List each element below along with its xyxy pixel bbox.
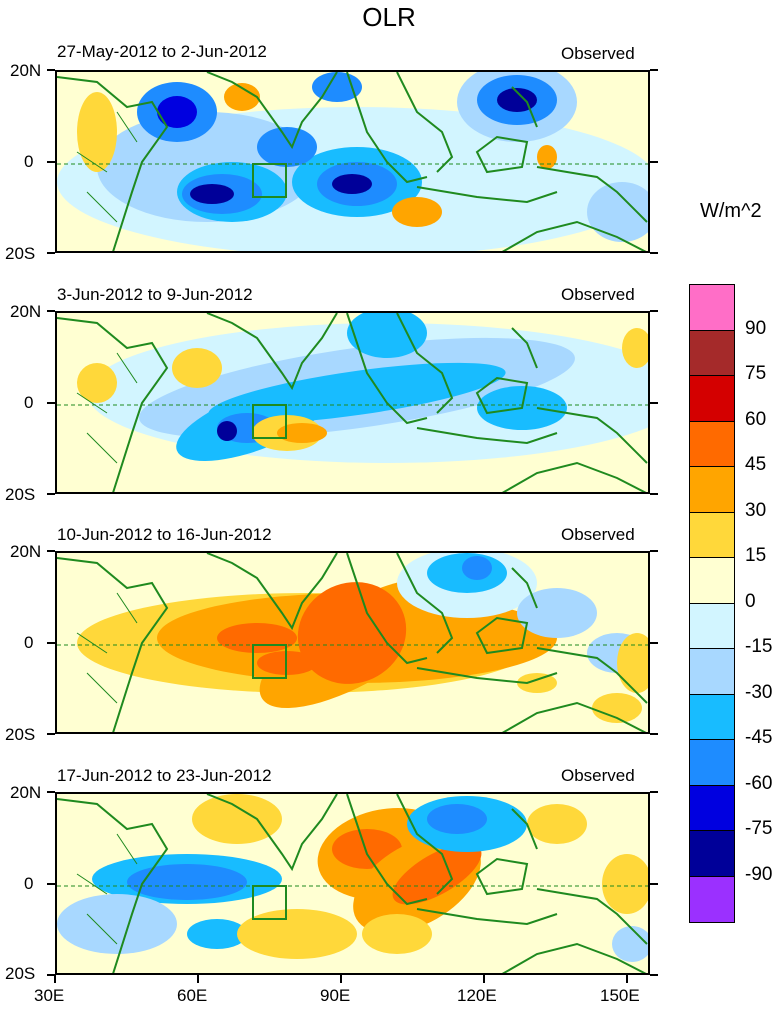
colorbar-label: -60: [745, 772, 773, 794]
panel-1-lat-0: 0: [24, 152, 34, 171]
colorbar-box: [690, 649, 734, 695]
panel-1-field: [57, 72, 648, 251]
colorbar-label: 45: [745, 454, 767, 475]
lon-label-90e: 90E: [320, 986, 351, 1005]
colorbar-label: -30: [745, 681, 773, 703]
lon-tick: [626, 975, 628, 983]
colorbar: [689, 284, 735, 923]
panel-3-lat-20n: 20N: [10, 542, 42, 561]
panel-4-tag: Observed: [561, 766, 635, 785]
panel-2-map: [55, 311, 650, 494]
colorbar-label: 90: [745, 317, 767, 339]
panel-4-date: 17-Jun-2012 to 23-Jun-2012: [57, 766, 272, 785]
lat-tick: [650, 642, 658, 644]
lat-tick: [47, 402, 55, 404]
figure-title: OLR: [362, 2, 416, 32]
lat-tick: [650, 69, 658, 71]
lat-tick: [47, 733, 55, 735]
panel-3-lat-0: 0: [24, 633, 34, 652]
colorbar-box: [690, 603, 734, 649]
colorbar-box: [690, 376, 734, 422]
lon-label-30e: 30E: [34, 986, 65, 1005]
colorbar-label: 30: [745, 499, 767, 521]
lon-tick: [483, 975, 485, 983]
colorbar-label: 15: [745, 545, 767, 566]
panel-4-field: [57, 794, 648, 973]
colorbar-box: [690, 421, 734, 467]
colorbar-box: [690, 876, 734, 922]
colorbar-label: 75: [745, 363, 767, 384]
panel-3-date: 10-Jun-2012 to 16-Jun-2012: [57, 525, 272, 544]
panel-2-field: [57, 313, 648, 492]
colorbar-label: -15: [745, 636, 773, 657]
panel-4-lat-20s: 20S: [5, 964, 36, 983]
lat-tick: [47, 642, 55, 644]
lon-tick: [54, 975, 56, 983]
lat-tick: [47, 883, 55, 885]
panel-2-date: 3-Jun-2012 to 9-Jun-2012: [57, 285, 253, 304]
lon-tick: [340, 975, 342, 983]
colorbar-box: [690, 467, 734, 513]
colorbar-box: [690, 285, 734, 331]
units-label: W/m^2: [700, 200, 762, 222]
colorbar-box: [690, 330, 734, 376]
colorbar-box: [690, 831, 734, 877]
panel-1-map: [55, 70, 650, 253]
lat-tick: [650, 252, 658, 254]
panel-3-lat-20s: 20S: [5, 725, 36, 744]
colorbar-label: -45: [745, 727, 773, 748]
panel-4-map: [55, 792, 650, 975]
panel-4-lat-20n: 20N: [10, 783, 42, 802]
lat-tick: [47, 310, 55, 312]
panel-1-lat-20s: 20S: [5, 244, 36, 263]
lat-tick: [650, 493, 658, 495]
lat-tick: [47, 974, 55, 976]
lat-tick: [47, 493, 55, 495]
lat-tick: [650, 402, 658, 404]
colorbar-box: [690, 694, 734, 740]
lon-tick: [197, 975, 199, 983]
panel-3-field: [57, 553, 648, 732]
colorbar-label: 60: [745, 408, 767, 430]
panel-3-tag: Observed: [561, 525, 635, 544]
lat-tick: [47, 69, 55, 71]
panel-3-map: [55, 551, 650, 734]
panel-1-tag: Observed: [561, 44, 635, 63]
lon-label-60e: 60E: [177, 986, 208, 1005]
panel-1-date: 27-May-2012 to 2-Jun-2012: [57, 42, 267, 61]
lon-label-120e: 120E: [457, 986, 497, 1005]
colorbar-box: [690, 512, 734, 558]
lat-tick: [650, 733, 658, 735]
lat-tick: [650, 791, 658, 793]
panel-1-lat-20n: 20N: [10, 61, 42, 80]
lat-tick: [47, 161, 55, 163]
lat-tick: [650, 883, 658, 885]
lat-tick: [47, 791, 55, 793]
lat-tick: [650, 310, 658, 312]
colorbar-label: -75: [745, 818, 773, 839]
colorbar-label: 0: [745, 590, 756, 612]
colorbar-box: [690, 785, 734, 831]
colorbar-box: [690, 558, 734, 604]
colorbar-box: [690, 740, 734, 786]
panel-2-tag: Observed: [561, 285, 635, 304]
lon-label-150e: 150E: [600, 986, 640, 1005]
panel-2-lat-20s: 20S: [5, 485, 36, 504]
lat-tick: [47, 550, 55, 552]
panel-2-lat-20n: 20N: [10, 302, 42, 321]
lat-tick: [650, 161, 658, 163]
panel-4-lat-0: 0: [24, 874, 34, 893]
lat-tick: [47, 252, 55, 254]
lat-tick: [650, 974, 658, 976]
colorbar-label: -90: [745, 863, 773, 885]
panel-2-lat-0: 0: [24, 393, 34, 412]
lat-tick: [650, 550, 658, 552]
